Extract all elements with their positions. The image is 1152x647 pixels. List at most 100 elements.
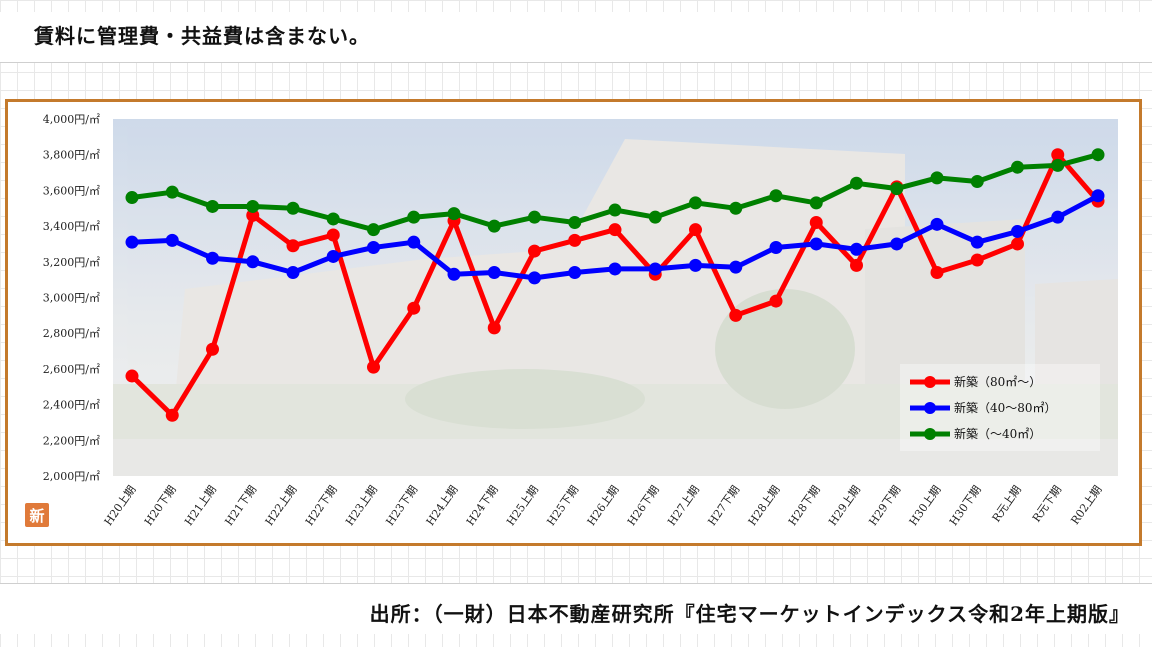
data-point	[568, 216, 582, 230]
y-tick-label: 2,600円/㎡	[43, 363, 100, 376]
data-point	[125, 369, 139, 383]
data-point	[930, 217, 944, 231]
x-tick-label: H23上期	[343, 483, 380, 528]
data-point	[407, 210, 421, 224]
data-point	[246, 199, 260, 213]
legend-label: 新築（40～80㎡）	[954, 400, 1057, 415]
data-point	[850, 242, 863, 256]
data-point	[447, 207, 461, 221]
data-point	[930, 171, 944, 185]
data-point	[528, 271, 541, 285]
data-point	[367, 360, 380, 374]
x-tick-label: R02上期	[1068, 483, 1104, 527]
x-tick-label: H28上期	[746, 483, 783, 528]
x-tick-label: H25上期	[504, 483, 541, 528]
data-point	[326, 212, 340, 226]
data-point	[890, 237, 904, 251]
source-band	[0, 583, 1152, 634]
data-point	[528, 210, 541, 224]
data-point	[648, 262, 662, 276]
y-tick-label: 3,000円/㎡	[43, 292, 100, 305]
legend-label: 新築（～40㎡）	[954, 426, 1041, 441]
data-point	[608, 223, 622, 237]
data-point	[1011, 237, 1024, 251]
data-point	[930, 266, 944, 280]
x-tick-label: H21上期	[182, 483, 219, 528]
data-point	[165, 233, 179, 247]
x-tick-label: H24上期	[424, 483, 461, 528]
data-point	[206, 342, 219, 356]
data-point	[165, 185, 179, 199]
data-point	[528, 244, 541, 258]
data-point	[326, 228, 340, 242]
data-point	[809, 237, 823, 251]
data-point	[1091, 189, 1105, 203]
data-point	[487, 321, 501, 335]
data-point	[850, 176, 863, 190]
data-point	[970, 253, 984, 267]
data-point	[769, 189, 783, 203]
data-point	[608, 203, 622, 217]
rent-note: 賃料に管理費・共益費は含まない。	[34, 24, 370, 48]
data-point	[850, 258, 863, 272]
y-tick-label: 3,600円/㎡	[43, 184, 100, 197]
x-tick-label: H26下期	[625, 483, 662, 528]
data-point	[1011, 224, 1024, 238]
data-point	[608, 262, 622, 276]
y-tick-label: 3,400円/㎡	[43, 220, 100, 233]
data-point	[729, 308, 743, 322]
x-tick-label: H25下期	[544, 483, 581, 528]
x-tick-label: H23下期	[383, 483, 420, 528]
data-point	[206, 199, 219, 213]
data-point	[286, 239, 300, 253]
data-point	[487, 219, 501, 233]
data-point	[568, 233, 582, 247]
x-tick-label: H29下期	[866, 483, 903, 528]
x-tick-label: H30下期	[947, 483, 984, 528]
data-point	[447, 267, 461, 281]
data-point	[125, 235, 139, 249]
data-point	[1091, 148, 1105, 162]
data-point	[286, 201, 300, 215]
data-point	[407, 235, 421, 249]
x-tick-label: H20下期	[142, 483, 179, 528]
legend-marker	[924, 428, 936, 440]
source-citation: 出所：（一財）日本不動産研究所『住宅マーケットインデックス令和2年上期版』	[369, 602, 1130, 626]
x-tick-label: H22上期	[263, 483, 300, 528]
data-point	[769, 241, 783, 255]
new-badge: 新	[25, 503, 49, 527]
data-point	[729, 201, 743, 215]
x-tick-label: H27下期	[705, 483, 742, 528]
data-point	[970, 174, 984, 188]
chart-legend: 新築（80㎡～） 新築（40～80㎡） 新築（～40㎡）	[900, 364, 1100, 451]
data-point	[367, 241, 380, 255]
x-tick-label: H29上期	[826, 483, 863, 528]
x-tick-label: R元上期	[990, 483, 1024, 524]
data-point	[1011, 160, 1024, 174]
data-point	[125, 191, 139, 205]
data-point	[568, 266, 582, 280]
data-point	[729, 260, 743, 274]
y-axis-ticks: 4,000円/㎡ 3,800円/㎡ 3,600円/㎡ 3,400円/㎡ 3,200円/㎡…	[43, 113, 100, 483]
x-tick-label: H21下期	[222, 483, 259, 528]
y-tick-label: 3,800円/㎡	[43, 149, 100, 162]
y-tick-label: 2,000円/㎡	[43, 470, 100, 483]
data-point	[809, 196, 823, 210]
data-point	[407, 301, 421, 315]
x-tick-label: H28下期	[786, 483, 823, 528]
legend-marker	[924, 402, 936, 414]
legend-label: 新築（80㎡～）	[954, 374, 1041, 389]
x-tick-label: H24下期	[464, 483, 501, 528]
data-point	[648, 210, 662, 224]
x-tick-label: H22下期	[303, 483, 340, 528]
x-axis-ticks: H20上期 H20下期 H21上期 H21下期 H22上期 H22下期 H23上期 H23下期…	[102, 483, 1105, 528]
data-point	[286, 266, 300, 280]
data-point	[1051, 158, 1065, 172]
y-tick-label: 2,800円/㎡	[43, 327, 100, 340]
data-point	[487, 266, 501, 280]
data-point	[970, 235, 984, 249]
rent-line-chart: 4,000円/㎡ 3,800円/㎡ 3,600円/㎡ 3,400円/㎡ 3,200円/㎡…	[25, 113, 1118, 528]
data-point	[326, 249, 340, 263]
data-point	[206, 251, 219, 265]
y-tick-label: 4,000円/㎡	[43, 113, 100, 126]
